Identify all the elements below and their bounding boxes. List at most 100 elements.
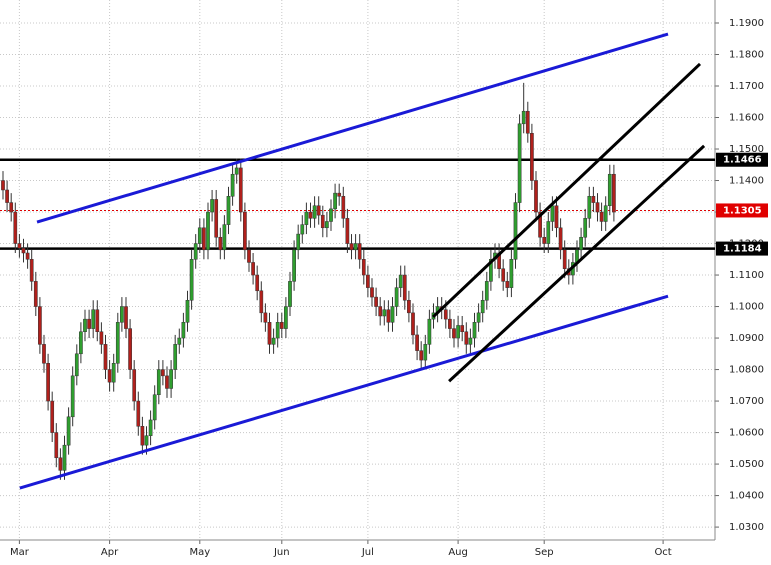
candle-body	[54, 432, 59, 459]
candle-body	[480, 299, 485, 314]
candle-body	[124, 306, 128, 329]
y-tick-label: 1.1100	[729, 270, 764, 281]
candle-body	[513, 202, 518, 260]
candle-body	[103, 344, 108, 370]
candle-body	[612, 173, 616, 213]
candle-body	[33, 281, 38, 307]
candle-body	[603, 205, 608, 222]
candle-body	[521, 110, 526, 125]
candle-body	[460, 325, 465, 333]
candle-body	[366, 274, 370, 288]
candle-body	[5, 189, 9, 203]
candle-body	[587, 196, 592, 219]
x-tick-label: Sep	[535, 547, 554, 558]
candle-body	[370, 287, 374, 298]
candle-body	[177, 337, 182, 345]
candle-body	[423, 344, 428, 361]
level-label-box	[716, 203, 768, 218]
x-tick-label: Jul	[361, 547, 374, 558]
candle-body	[267, 322, 272, 345]
y-tick-label: 1.0700	[729, 396, 764, 407]
candle-body	[538, 211, 542, 238]
candle-body	[312, 205, 317, 219]
candle-body	[595, 202, 600, 213]
candle-body	[382, 309, 387, 317]
candle-body	[87, 318, 91, 329]
candle-body	[271, 337, 276, 345]
candle-body	[501, 268, 506, 282]
level-label: 1.1466	[723, 155, 762, 166]
candle-body	[120, 306, 124, 323]
candle-body	[337, 192, 342, 197]
candle-body	[275, 322, 280, 339]
candle-body	[484, 281, 489, 301]
candle-body	[263, 312, 268, 323]
candle-body	[534, 180, 538, 213]
candle-body	[546, 221, 551, 244]
candle-body	[83, 318, 87, 333]
candle-body	[562, 249, 567, 269]
candle-body	[353, 243, 358, 251]
candle-body	[247, 249, 251, 263]
candle-body	[398, 274, 403, 288]
candle-body	[13, 211, 18, 244]
candle-body	[579, 236, 583, 251]
candle-body	[156, 369, 161, 396]
candle-body	[390, 306, 395, 323]
candle-body	[411, 312, 415, 336]
candle-body	[193, 243, 198, 260]
y-tick-label: 1.0400	[729, 491, 764, 502]
candle-body	[386, 309, 391, 323]
x-tick-label: Mar	[10, 547, 30, 558]
x-tick-label: Oct	[654, 547, 671, 558]
candle-body	[173, 344, 178, 370]
y-tick-label: 1.0900	[729, 333, 764, 344]
candle-body	[345, 218, 350, 244]
candle-body	[452, 328, 456, 339]
trend-line	[432, 62, 702, 319]
trend-line	[448, 144, 706, 383]
candle-body	[300, 224, 305, 235]
candle-body	[448, 318, 452, 329]
candle-body	[148, 419, 153, 436]
candle-body	[243, 211, 247, 251]
candle-body	[17, 243, 22, 249]
candle-body	[279, 322, 284, 329]
candle-body	[427, 318, 432, 345]
candle-body	[415, 334, 419, 351]
candle-body	[107, 369, 112, 383]
candle-body	[152, 394, 157, 421]
x-tick-label: May	[189, 547, 210, 558]
candle-body	[259, 290, 264, 314]
candle-body	[542, 236, 547, 244]
candle-body	[550, 205, 555, 222]
candle-body	[169, 369, 173, 389]
candle-body	[111, 363, 116, 383]
candle-body	[464, 331, 469, 345]
candle-body	[333, 192, 337, 210]
candle-body	[288, 281, 292, 307]
candle-body	[357, 243, 362, 260]
candle-body	[292, 249, 296, 282]
y-tick-label: 1.1000	[729, 302, 764, 313]
candle-body	[517, 123, 522, 203]
candle-body	[42, 344, 46, 364]
candle-body	[21, 248, 26, 254]
candle-body	[70, 375, 75, 418]
candle-body	[238, 167, 243, 213]
candle-body	[325, 221, 329, 229]
candle-body	[378, 306, 383, 317]
candle-body	[234, 167, 239, 175]
candle-body	[230, 173, 235, 197]
candle-body	[95, 309, 100, 333]
candle-body	[525, 110, 530, 134]
candle-body	[218, 236, 223, 251]
candle-body	[210, 199, 214, 213]
candle-body	[226, 196, 231, 225]
candle-body	[66, 416, 71, 446]
candle-body	[50, 400, 55, 433]
candle-body	[181, 322, 186, 339]
y-tick-label: 1.1400	[729, 176, 764, 187]
candle-body	[9, 202, 14, 213]
